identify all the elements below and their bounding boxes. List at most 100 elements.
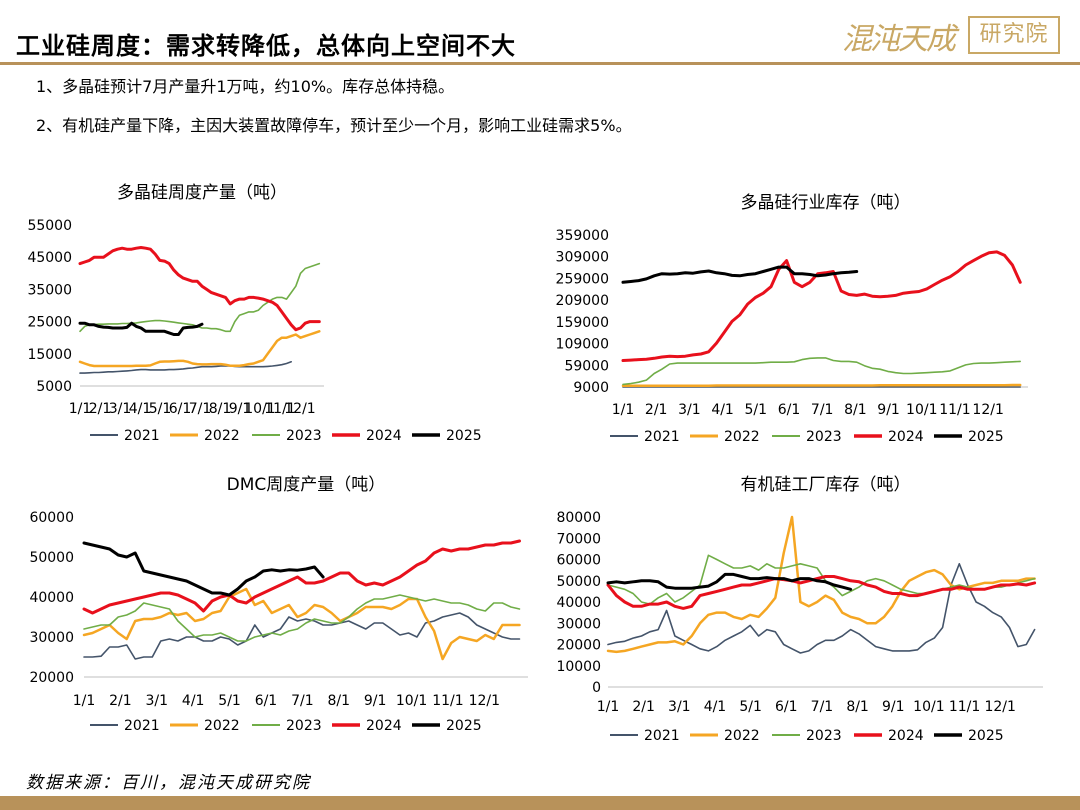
x-tick-label: 5/1 [149,401,172,417]
x-tick-label: 4/1 [129,401,152,417]
x-tick-label: 1/1 [597,699,620,715]
y-tick-label: 20000 [556,638,601,654]
series-line-2023 [79,262,321,333]
y-tick-label: 60000 [29,510,74,526]
x-tick-label: 3/1 [678,402,701,418]
x-tick-label: 2/1 [632,699,655,715]
logo-box-text: 研究院 [968,16,1060,54]
chart-legend: 2021 2022 2023 2024 2025 [90,718,482,734]
y-tick-label: 45000 [27,250,72,266]
series-line-2024 [606,575,1037,610]
x-tick-label: 9/1 [364,693,387,709]
legend-label-2024: 2024 [888,429,924,445]
legend-label-2025: 2025 [446,718,482,734]
x-tick-label: 11/1 [949,699,980,715]
series-line-2021 [79,361,293,374]
chart-legend: 2021 2022 2023 2024 2025 [90,428,482,444]
y-tick-label: 30000 [29,630,74,646]
y-tick-label: 159000 [556,315,609,331]
y-tick-label: 40000 [556,595,601,611]
series-line-2022 [606,515,1036,654]
bullet-2: 2、有机硅产量下降，主因大装置故障停车，预计至少一个月，影响工业硅需求5%。 [36,116,632,135]
legend-label-2021: 2021 [124,718,160,734]
y-tick-label: 50000 [556,574,601,590]
silicone-inventory-chart: 有机硅工厂库存（吨） 80000 70000 60000 50000 40000 30000… [556,475,1043,744]
x-tick-label: 8/1 [844,402,867,418]
y-tick-label: 0 [592,680,601,696]
x-tick-label: 12/1 [284,401,315,417]
legend-label-2023: 2023 [806,728,842,744]
series-line-2025 [78,321,204,336]
x-tick-label: 7/1 [811,402,834,418]
y-tick-label: 50000 [29,550,74,566]
y-tick-label: 15000 [27,347,72,363]
chart-title: 多晶硅行业库存（吨） [741,193,911,213]
y-tick-label: 20000 [29,670,74,686]
x-tick-label: 9/1 [229,401,252,417]
y-tick-label: 359000 [556,228,609,244]
series-line-2023 [83,594,521,642]
legend-label-2025: 2025 [968,728,1004,744]
x-tick-label: 9/1 [877,402,900,418]
series-line-2024 [621,250,1022,362]
y-tick-label: 40000 [29,590,74,606]
series-line-2024 [78,246,321,332]
chart-title: 多晶硅周度产量（吨） [117,183,287,203]
y-tick-label: 60000 [556,553,601,569]
x-tick-label: 4/1 [182,693,205,709]
x-tick-label: 12/1 [972,402,1003,418]
legend-label-2021: 2021 [124,428,160,444]
legend-label-2022: 2022 [724,728,760,744]
x-tick-label: 12/1 [469,693,500,709]
series-line-2022 [78,330,321,368]
header-divider [0,62,1080,65]
series-line-2023 [622,357,1022,386]
x-tick-label: 11/1 [432,693,463,709]
series-line-2021 [83,612,521,660]
series-line-2022 [621,383,1022,387]
legend-label-2021: 2021 [644,429,680,445]
x-tick-label: 3/1 [146,693,169,709]
x-tick-label: 6/1 [775,699,798,715]
x-tick-label: 10/1 [913,699,944,715]
legend-label-2025: 2025 [446,428,482,444]
series-line-2024 [82,539,521,615]
legend-label-2023: 2023 [286,718,322,734]
y-tick-label: 9000 [573,380,609,396]
logo-text: 混沌天成 [842,22,956,57]
x-tick-label: 3/1 [668,699,691,715]
x-tick-label: 3/1 [109,401,132,417]
chart-legend: 2021 2022 2023 2024 2025 [610,429,1004,445]
brand-logo: 混沌天成 研究院 [842,14,1060,57]
chart-title: DMC周度产量（吨） [227,475,386,495]
x-tick-label: 1/1 [69,401,92,417]
dmc-production-chart: DMC周度产量（吨） 60000 50000 40000 30000 20000 1/1 2/… [29,475,528,734]
legend-label-2023: 2023 [806,429,842,445]
x-tick-label: 1/1 [612,402,635,418]
x-tick-label: 1/1 [73,693,96,709]
x-tick-label: 7/1 [189,401,212,417]
series-line-2023 [607,554,1036,605]
series-line-2022 [82,587,521,661]
y-tick-label: 25000 [27,315,72,331]
x-tick-label: 2/1 [109,693,132,709]
source-note: 数据来源：百川，混沌天成研究院 [26,773,311,793]
x-tick-label: 10/1 [396,693,427,709]
chart-legend: 2021 2022 2023 2024 2025 [610,728,1004,744]
y-tick-label: 35000 [27,282,72,298]
y-tick-label: 5000 [36,379,72,395]
y-tick-label: 259000 [556,271,609,287]
x-tick-label: 2/1 [645,402,668,418]
y-tick-label: 30000 [556,616,601,632]
bullet-1: 1、多晶硅预计7月产量升1万吨，约10%。库存总体持稳。 [36,77,455,96]
x-tick-label: 9/1 [882,699,905,715]
series-line-2025 [606,572,853,591]
legend-label-2024: 2024 [888,728,924,744]
x-tick-label: 4/1 [711,402,734,418]
x-tick-label: 12/1 [984,699,1015,715]
x-tick-label: 8/1 [209,401,232,417]
legend-label-2022: 2022 [724,429,760,445]
x-tick-label: 10/1 [906,402,937,418]
footer-bar [0,796,1080,810]
y-tick-label: 109000 [556,337,609,353]
